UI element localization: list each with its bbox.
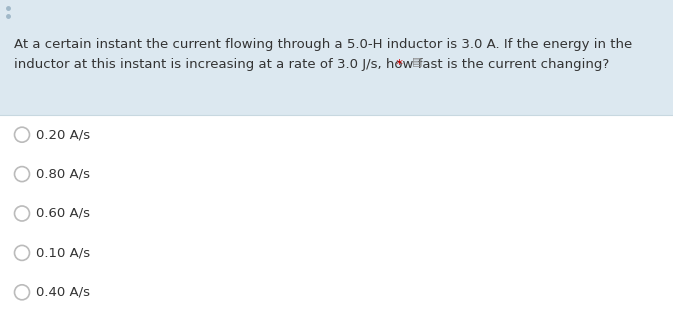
Text: 0.10 A/s: 0.10 A/s (36, 246, 90, 259)
Text: At a certain instant the current flowing through a 5.0-H inductor is 3.0 A. If t: At a certain instant the current flowing… (14, 38, 632, 51)
Bar (0, 0, 673, 115)
Text: 0.80 A/s: 0.80 A/s (36, 168, 90, 181)
Text: 0.20 A/s: 0.20 A/s (36, 128, 90, 141)
Text: 0.40 A/s: 0.40 A/s (36, 286, 90, 299)
Text: ▤: ▤ (412, 56, 423, 66)
Text: *: * (392, 58, 403, 71)
Text: 0.60 A/s: 0.60 A/s (36, 207, 90, 220)
Text: inductor at this instant is increasing at a rate of 3.0 J/s, how fast is the cur: inductor at this instant is increasing a… (14, 58, 609, 71)
